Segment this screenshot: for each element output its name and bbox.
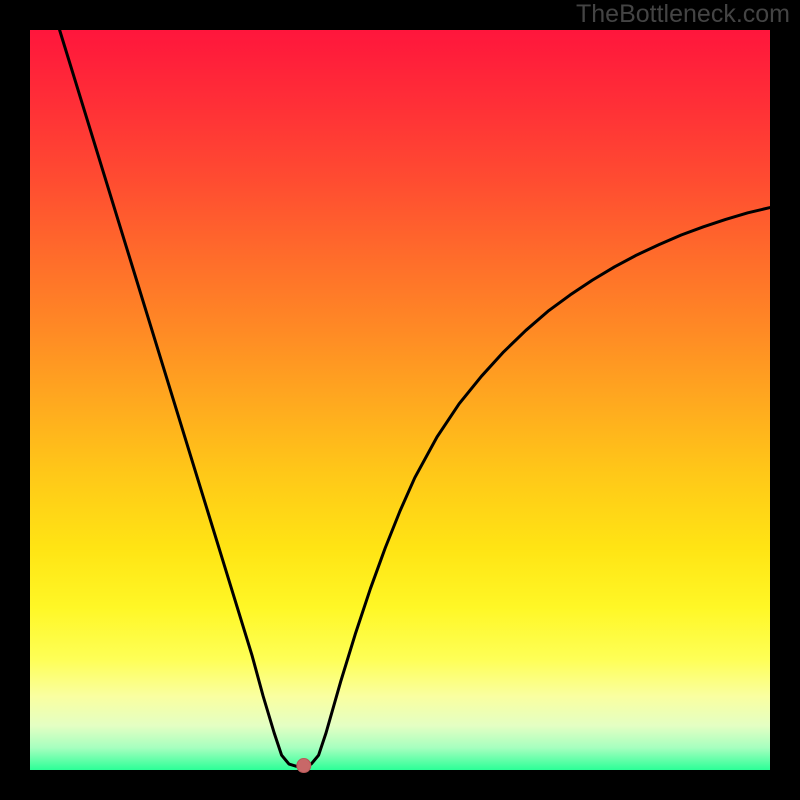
bottleneck-chart <box>0 0 800 800</box>
chart-frame: TheBottleneck.com <box>0 0 800 800</box>
plot-background <box>30 30 770 770</box>
watermark-text: TheBottleneck.com <box>576 0 790 29</box>
optimum-marker <box>297 759 311 773</box>
